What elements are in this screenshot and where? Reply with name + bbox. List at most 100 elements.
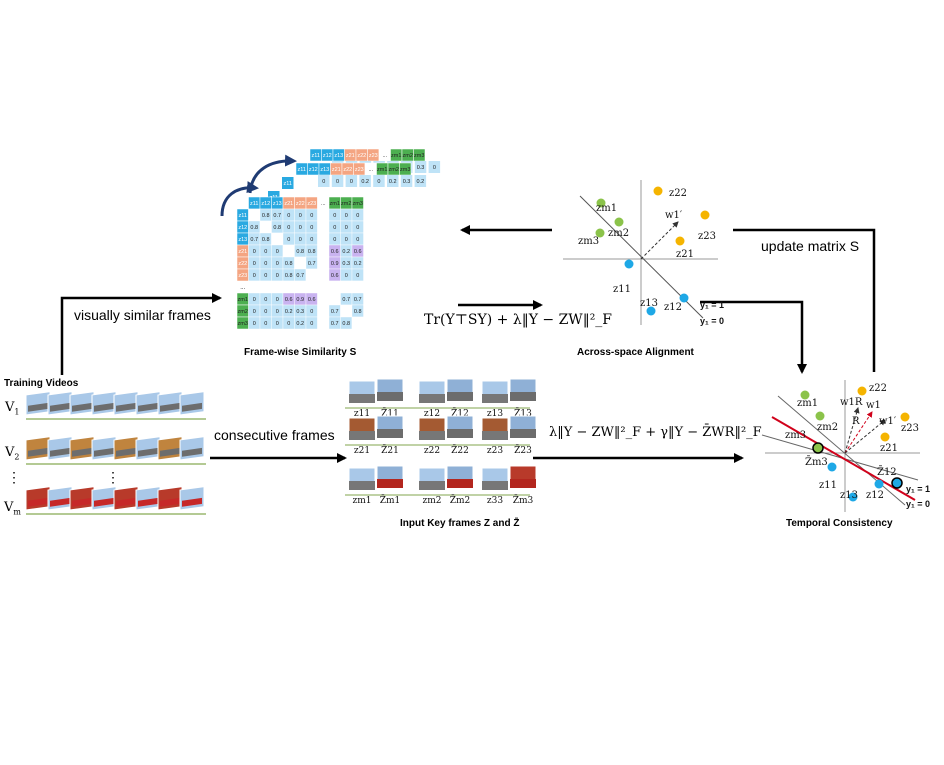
back-header-text: zm3 [414,153,424,159]
matrix-value: 0.9 [331,261,339,267]
temporal-red-line [771,416,916,501]
across-label-z23: z23 [698,231,716,242]
video-frame-ground [160,402,180,412]
matrix-cell [340,304,353,318]
temporal-label-zm1: zm1 [797,398,819,409]
matrix-value: 0.7 [354,297,362,303]
keyframe-thumb-bar-ground [510,429,536,438]
video-frame-ground [116,402,136,412]
back-value-cell [428,161,441,173]
across-label-z13: z13 [640,298,658,309]
keyframe-thumb-bar-ground [510,479,536,488]
matrix-header-text: z21 [284,201,293,207]
keyframe-thumb-ground [349,394,375,403]
keyframe-label: zm2 [422,496,441,506]
temporal-label-R: R [852,416,860,427]
back-value-text: 0 [350,179,353,185]
matrix-value: 0 [264,321,267,327]
matrix-cell [351,280,364,294]
matrix-header-text: zm3 [353,201,363,207]
matrix-header-text: z22 [296,201,305,207]
matrix-row-header-text: zm2 [238,309,248,315]
similarity-title: Frame-wise Similarity S [244,347,357,358]
video-frame-ground [182,497,202,507]
across-space-plot [563,180,718,325]
matrix-value: 0.8 [285,273,293,279]
video-dots-left: ⋮ [7,470,21,486]
similarity-matrix: z11z12z13z21z22z23...zm1zm2zm30.70.6000.… [236,148,441,330]
matrix-value: 0 [253,273,256,279]
matrix-header-text: z12 [261,201,270,207]
video-frame-ground [138,447,158,457]
matrix-value: 0 [356,225,359,231]
back-header-text: z21 [332,167,341,173]
matrix-value: 0.8 [285,261,293,267]
temporal-line-a [777,395,906,506]
keyframe-grid: z11 Z̄11 z12 Z̄12 z13 Z̄13 z21 Z̄21 z22 Z̄22 z23 Z̄… [345,378,537,506]
matrix-value: 0 [287,321,290,327]
matrix-value: 0.8 [308,249,316,255]
keyframe-bar-label: Z̄22 [451,444,469,456]
back-value-cell [400,175,413,187]
t-z22-point [857,386,867,396]
keyframe-thumb-bar-ground [447,479,473,488]
matrix-value: 0 [310,309,313,315]
matrix-value: 0.7 [342,297,350,303]
matrix-row-header-text: zm3 [238,321,248,327]
matrix-value: 0 [253,297,256,303]
video-frame-ground [182,447,202,457]
matrix-header-text: zm2 [341,201,351,207]
back-header-text: zm2 [403,153,413,159]
matrix-cell [294,280,307,294]
matrix-value: 0.9 [296,297,304,303]
across-label-y1: y₁ = 1 [700,300,724,310]
back-header-text: zm1 [377,167,387,173]
keyframe-thumb-ground [482,481,508,490]
video-v1-label: V1 [5,400,20,417]
zm1b-point [614,217,624,227]
temporal-label-zm2: zm2 [817,422,839,433]
matrix-cell [317,256,330,270]
matrix-cell [259,280,272,294]
matrix-value: 0 [310,237,313,243]
matrix-value: 0.7 [296,273,304,279]
matrix-value: 0.6 [308,297,316,303]
back-header-text: ... [382,153,387,159]
matrix-value: 0.8 [342,321,350,327]
z13-point [646,306,656,316]
t-z11-point [827,462,837,472]
matrix-value: 0 [333,237,336,243]
back-row-label: z11 [284,181,292,187]
keyframe-thumb-ground [349,481,375,490]
matrix-cell [271,232,284,246]
t-z23-point [900,412,910,422]
z22-point [653,186,663,196]
keyframe-label: z21 [354,446,370,456]
video-dots-mid: ⋮ [106,470,120,486]
across-label-w1: w1′ [665,210,683,221]
matrix-value: 0 [345,237,348,243]
matrix-cell [282,280,295,294]
keyframe-thumb-ground [419,394,445,403]
keyframe-thumb-bar-ground [377,392,403,401]
matrix-header-text: z13 [273,201,282,207]
video-frame-ground [72,447,92,457]
across-label-zm2: zm2 [608,228,630,239]
back-header-text: z21 [346,153,355,159]
temporal-label-z11: z11 [819,480,837,491]
back-header-text: zm1 [391,153,401,159]
back-value-text: 0.3 [417,165,425,171]
video-frame-ground [50,497,70,507]
keyframe-thumb-bar-ground [447,429,473,438]
back-value-text: 0 [336,179,339,185]
matrix-value: 0.7 [250,237,258,243]
video-frame-ground [138,402,158,412]
matrix-value: 0 [356,273,359,279]
matrix-value: 0 [287,213,290,219]
video-vm-label: Vm [4,500,21,517]
training-video-strips [25,391,206,515]
matrix-value: 0.2 [342,249,350,255]
arrow-update-matrix [733,228,876,372]
video-frame-ground [138,497,158,507]
matrix-value: 0.8 [273,225,281,231]
